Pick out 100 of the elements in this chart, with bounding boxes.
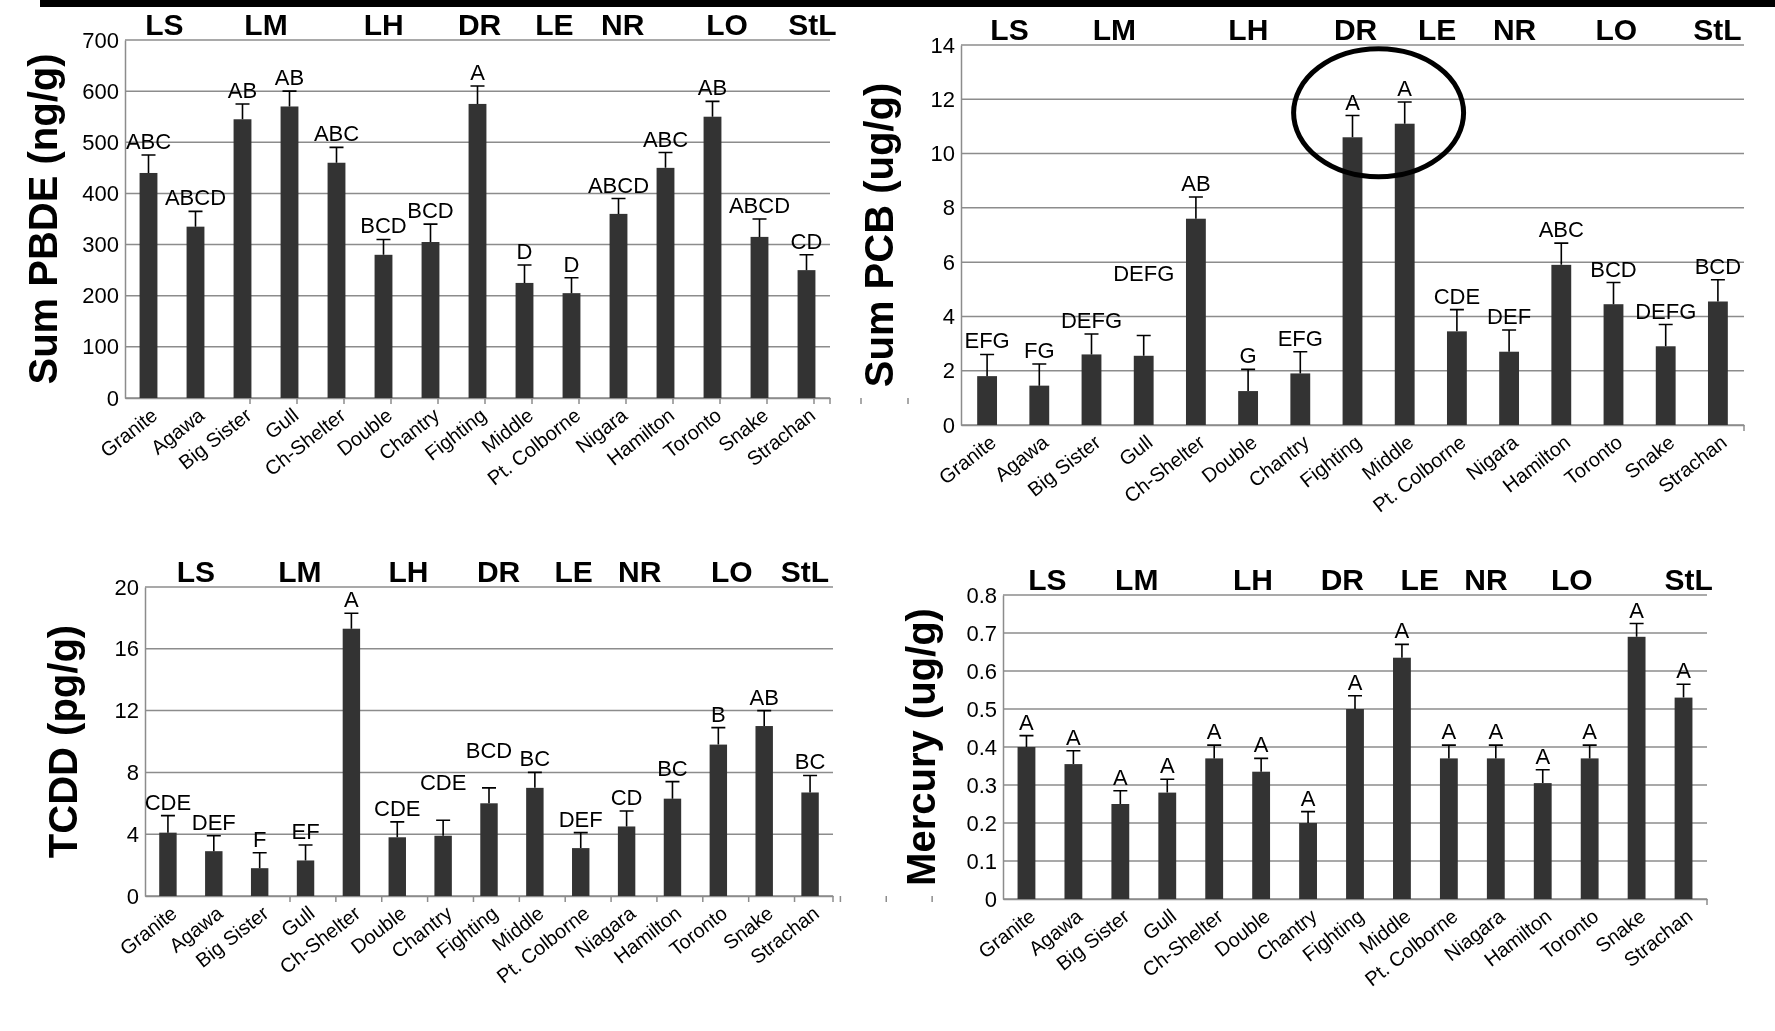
annotation: A — [1488, 719, 1504, 745]
annotation: A — [1253, 732, 1269, 758]
y-tick-label: 12 — [114, 698, 139, 724]
y-tick-label: 4 — [126, 821, 139, 847]
annotation: LO — [706, 8, 748, 41]
annotation: D — [563, 251, 580, 277]
y-tick-label: 0.5 — [966, 696, 997, 722]
annotation: A — [1629, 597, 1645, 623]
annotation: A — [1441, 719, 1457, 745]
annotation: NR — [1492, 13, 1537, 46]
annotation: F — [252, 826, 267, 852]
annotation: DR — [1320, 563, 1365, 596]
annotation: LM — [244, 8, 288, 41]
annotation: NR — [618, 555, 662, 588]
annotation: A — [1019, 709, 1035, 735]
annotation: AB — [697, 75, 728, 101]
annotation: CD — [790, 228, 823, 254]
annotation: CDE — [419, 770, 467, 796]
annotation: NR — [601, 8, 645, 41]
annotation: A — [344, 587, 360, 613]
y-tick-label: 0.3 — [966, 772, 997, 798]
annotation: DR — [476, 555, 521, 588]
annotation: A — [1345, 89, 1361, 115]
annotation: ABC — [313, 121, 360, 147]
y-tick-label: 100 — [82, 334, 119, 360]
annotation: A — [1206, 719, 1222, 745]
annotation: A — [1159, 753, 1175, 779]
annotation: LS — [176, 555, 216, 588]
annotation: ABCD — [587, 172, 650, 198]
annotation: LM — [1092, 13, 1137, 46]
annotation: BCD — [1590, 256, 1637, 282]
annotation: LE — [535, 8, 574, 41]
y-tick-label: 0.4 — [966, 734, 997, 760]
annotation: CDE — [144, 789, 192, 815]
annotation: EFG — [964, 328, 1010, 354]
annotation: DEF — [191, 809, 236, 835]
annotation: FG — [1024, 337, 1055, 363]
annotation: BCD — [1694, 253, 1742, 279]
annotation: NR — [1464, 563, 1508, 596]
annotation: LE — [1400, 563, 1439, 596]
annotation: A — [1347, 669, 1363, 695]
y-tick-label: 20 — [114, 574, 139, 600]
annotation: EFG — [1277, 325, 1323, 351]
annotation: LE — [1417, 13, 1457, 46]
annotation: CDE — [1433, 283, 1481, 309]
annotation: LH — [388, 555, 429, 588]
y-tick-label: 0.6 — [966, 658, 997, 684]
annotation: CD — [610, 785, 643, 811]
y-tick-label: 0.8 — [966, 582, 997, 608]
y-axis-title: Sum PCB (ug/g) — [857, 82, 901, 388]
annotation: ABCD — [728, 193, 791, 218]
y-tick-label: 600 — [82, 78, 119, 104]
annotation: LE — [554, 555, 593, 588]
y-tick-label: 4 — [942, 303, 955, 329]
y-tick-label: 0.2 — [966, 810, 997, 836]
y-tick-label: 200 — [82, 283, 119, 309]
annotation: ABCD — [164, 185, 227, 211]
annotation: A — [1066, 724, 1082, 750]
y-tick-label: 2 — [942, 358, 955, 384]
y-tick-label: 16 — [114, 636, 139, 662]
annotation: LH — [1232, 563, 1273, 596]
y-tick-label: 400 — [82, 180, 119, 206]
annotation: DEF — [558, 806, 603, 832]
annotation: A — [1397, 76, 1413, 101]
y-tick-label: 6 — [942, 249, 955, 275]
y-tick-label: 700 — [82, 27, 119, 53]
annotation: LH — [363, 8, 404, 41]
annotation: BC — [519, 746, 551, 772]
annotation: A — [1394, 618, 1410, 644]
annotation: A — [1112, 764, 1128, 790]
annotation: DEFG — [1113, 261, 1175, 287]
y-axis-title: Mercury (ug/g) — [899, 608, 943, 886]
y-tick-label: 12 — [930, 86, 955, 112]
annotation: ABC — [1538, 217, 1585, 243]
y-tick-label: 10 — [930, 141, 955, 167]
annotation: LS — [145, 8, 184, 41]
annotation: A — [1300, 785, 1316, 811]
annotation: LH — [1228, 13, 1269, 46]
annotation: BCD — [465, 737, 513, 763]
annotation: DEF — [1487, 304, 1532, 329]
annotation: LO — [711, 555, 753, 588]
annotation: B — [710, 701, 726, 727]
annotation: CDE — [374, 795, 421, 821]
annotation: ABC — [642, 126, 689, 152]
annotation: EF — [291, 819, 320, 845]
annotation: LO — [1551, 563, 1593, 596]
annotation: LS — [1028, 563, 1067, 596]
y-tick-label: 0 — [126, 883, 139, 909]
y-tick-label: 8 — [942, 195, 955, 221]
annotation: LM — [278, 555, 322, 588]
y-tick-label: 300 — [82, 232, 119, 258]
annotation: StL — [780, 555, 829, 588]
annotation: ABC — [125, 129, 172, 155]
y-tick-label: 0 — [942, 412, 955, 438]
annotation: DEFG — [1635, 298, 1697, 324]
annotation: AB — [749, 684, 779, 710]
annotation: LM — [1115, 563, 1159, 596]
y-tick-label: 0.7 — [966, 620, 997, 646]
annotation: StL — [1664, 563, 1713, 596]
annotation: BCD — [407, 198, 454, 224]
